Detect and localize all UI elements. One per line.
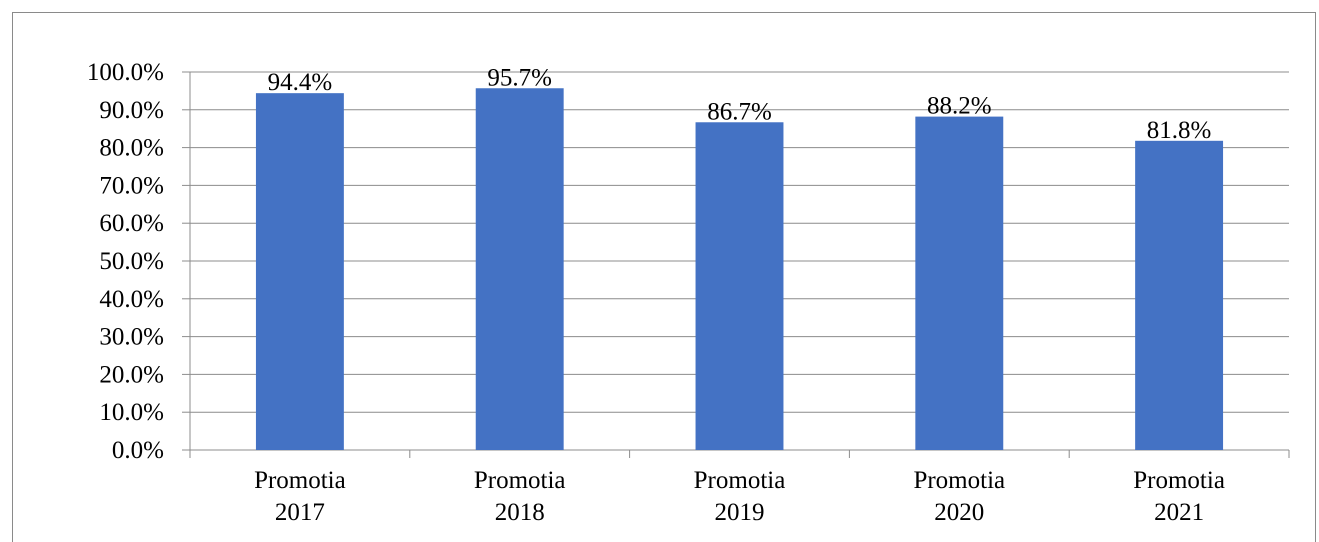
data-label: 81.8% <box>1147 117 1212 144</box>
y-tick-label: 100.0% <box>87 59 164 86</box>
x-tick-label: 2019 <box>715 499 765 526</box>
data-label: 86.7% <box>707 98 772 125</box>
y-tick-label: 20.0% <box>99 361 164 388</box>
x-tick-label: Promotia <box>474 467 566 494</box>
x-tick-label: 2017 <box>275 499 325 526</box>
bar <box>695 122 784 451</box>
y-tick-label: 10.0% <box>99 399 164 426</box>
y-tick-label: 90.0% <box>99 97 164 124</box>
x-tick-label: Promotia <box>913 467 1005 494</box>
bar <box>255 93 344 450</box>
y-tick-label: 80.0% <box>99 135 164 162</box>
x-tick-label: Promotia <box>1133 467 1225 494</box>
data-label: 94.4% <box>268 69 333 96</box>
data-label: 95.7% <box>487 64 552 91</box>
x-tick-label: 2018 <box>495 499 545 526</box>
bar <box>1135 140 1224 450</box>
data-label: 88.2% <box>927 93 992 120</box>
x-tick-label: Promotia <box>694 467 786 494</box>
x-tick-label: 2020 <box>934 499 984 526</box>
y-tick-label: 50.0% <box>99 248 164 275</box>
y-tick-label: 30.0% <box>99 324 164 351</box>
y-tick-label: 60.0% <box>99 210 164 237</box>
y-tick-label: 40.0% <box>99 286 164 313</box>
chart-frame <box>12 12 1316 542</box>
bar <box>475 88 564 450</box>
x-tick-label: Promotia <box>254 467 346 494</box>
x-tick-label: 2021 <box>1154 499 1204 526</box>
bar <box>915 116 1004 450</box>
y-tick-label: 70.0% <box>99 172 164 199</box>
y-tick-label: 0.0% <box>112 437 164 464</box>
